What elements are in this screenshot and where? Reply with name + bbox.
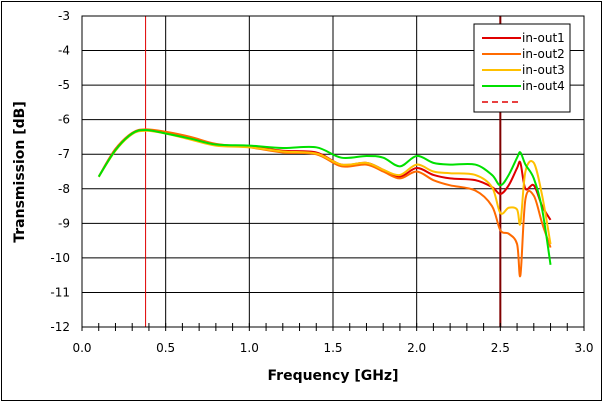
y-axis-title: Transmission [dB]: [12, 101, 28, 242]
series-line-in-out4: [97, 129, 552, 265]
y-tick-label: -11: [50, 285, 70, 299]
y-tick-label: -9: [58, 216, 70, 230]
y-axis-ticks: -3 -4 -5 -6 -7 -8 -9 -10 -11 -12: [50, 9, 70, 334]
series-line-in-out2: [97, 128, 552, 278]
series-line-in-out3: [97, 129, 552, 245]
y-tick-label: -6: [58, 113, 70, 127]
x-tick-label: 2.0: [407, 341, 426, 355]
y-tick-label: -3: [58, 9, 70, 23]
legend-label: in-out1: [522, 31, 565, 45]
x-tick-label: 3.0: [574, 341, 593, 355]
y-tick-label: -12: [50, 320, 70, 334]
x-tick-label: 1.0: [240, 341, 259, 355]
vertical-markers: [145, 16, 502, 327]
x-axis-ticks: 0.0 0.5 1.0 1.5 2.0 2.5 3.0: [72, 323, 594, 355]
y-tick-label: -7: [58, 147, 70, 161]
series-line-in-out1: [97, 129, 552, 221]
x-tick-label: 2.5: [491, 341, 510, 355]
y-tick-label: -5: [58, 78, 70, 92]
legend-label: in-out4: [522, 79, 565, 93]
x-tick-label: 0.5: [156, 341, 175, 355]
y-tick-label: -10: [50, 251, 70, 265]
legend: in-out1 in-out2 in-out3 in-out4: [473, 23, 571, 113]
y-tick-label: -4: [58, 44, 70, 58]
legend-label: in-out2: [522, 47, 565, 61]
x-axis-title: Frequency [GHz]: [268, 368, 399, 384]
legend-label: in-out3: [522, 63, 565, 77]
y-tick-label: -8: [58, 182, 70, 196]
data-series: [97, 128, 552, 278]
x-tick-label: 0.0: [72, 341, 91, 355]
x-tick-label: 1.5: [323, 341, 342, 355]
